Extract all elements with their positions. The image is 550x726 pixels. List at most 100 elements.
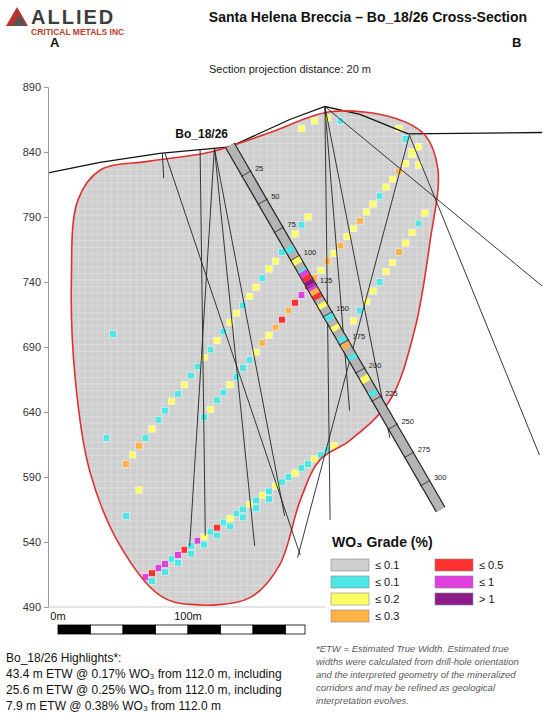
grade-cell: [246, 357, 253, 364]
grade-cell: [155, 565, 162, 572]
grade-cell: [188, 543, 195, 550]
legend-title: WO₃ Grade (%): [332, 534, 433, 550]
grade-cell: [214, 532, 221, 539]
depth-tick: [388, 424, 398, 430]
grade-cell: [227, 523, 234, 530]
legend-label: > 1: [479, 593, 495, 605]
grade-cell: [123, 461, 130, 468]
grade-cell: [188, 550, 195, 557]
grade-cell: [279, 316, 286, 323]
block-cells: [103, 115, 428, 590]
grade-cell: [422, 210, 429, 217]
grade-cell: [370, 201, 377, 208]
main-hole-band: [230, 146, 441, 510]
grade-cell: [194, 537, 201, 544]
grade-cell: [402, 160, 409, 167]
drill-hole: [409, 135, 539, 455]
grade-cell: [253, 284, 260, 291]
depth-label: 300: [434, 473, 447, 482]
logo: ALLIEDCRITICAL METALS INC: [6, 6, 124, 37]
grade-cell: [318, 267, 325, 274]
footnote-line: interpretation evolves.: [316, 695, 409, 706]
y-tick: 690: [23, 341, 48, 353]
grade-cell: [253, 497, 260, 504]
legend-label: ≤ 0.2: [375, 593, 399, 605]
depth-label: 125: [320, 276, 333, 285]
assay-interval: [321, 303, 324, 308]
depth-tick: [274, 227, 284, 233]
scale-bar-segment: [156, 625, 189, 634]
y-tick-mark: [44, 412, 48, 413]
grade-cell: [311, 118, 318, 125]
section-end: B: [512, 35, 521, 50]
grade-cell: [207, 528, 214, 535]
grade-cell: [214, 524, 221, 531]
assay-interval: [306, 276, 309, 281]
legend-swatch: [435, 559, 473, 571]
grade-cell: [272, 258, 279, 265]
logo-tagline: CRITICAL METALS INC: [31, 27, 124, 37]
y-tick-label: 690: [23, 341, 41, 353]
grade-cell: [272, 324, 279, 331]
depth-label: 175: [353, 332, 366, 341]
grade-cell: [324, 258, 331, 265]
y-tick-label: 890: [23, 81, 41, 93]
depth-label: 25: [255, 164, 263, 173]
grade-cell: [350, 318, 357, 325]
topography: [48, 107, 542, 173]
assay-interval: [313, 290, 316, 295]
footnote-line: widths were calculated from drill-hole o…: [316, 656, 519, 667]
y-axis-line: [44, 88, 49, 608]
grade-cell: [285, 307, 292, 314]
depth-label: 100: [304, 248, 317, 257]
drill-hole: [325, 107, 350, 411]
y-tick-mark: [44, 477, 48, 478]
scale-bar-label: 0m: [50, 610, 65, 622]
assay-interval: [316, 294, 319, 299]
y-tick-label: 790: [23, 211, 41, 223]
grade-cell: [175, 552, 182, 559]
grade-cell: [246, 501, 253, 508]
legend-swatch: [331, 576, 369, 588]
y-tick-mark: [44, 152, 48, 153]
depth-label: 50: [271, 192, 279, 201]
assay-interval: [351, 355, 354, 360]
grade-cell: [149, 426, 156, 433]
main-hole-outline: [230, 146, 441, 510]
grade-cell: [123, 513, 130, 520]
grade-cell: [214, 337, 221, 344]
logo-icon: [6, 7, 28, 26]
scale-bar-segment: [221, 625, 254, 634]
drill-hole: [214, 148, 284, 516]
grade-cell: [259, 275, 266, 282]
legend: WO₃ Grade (%)≤ 0.1≤ 0.1≤ 0.2≤ 0.3≤ 0.5≤ …: [325, 527, 543, 628]
grade-cell: [207, 406, 214, 413]
grade-cell: [181, 381, 188, 388]
grade-cell: [227, 381, 234, 388]
y-tick: 490: [23, 601, 48, 613]
grade-cell: [240, 365, 247, 372]
hole-label: Bo_18/26: [175, 127, 228, 141]
legend-label: ≤ 1: [479, 576, 494, 588]
assay-interval: [334, 326, 337, 331]
highlights: Bo_18/26 Highlights*:43.4 m ETW @ 0.17% …: [6, 651, 282, 713]
assay-interval: [328, 314, 331, 320]
footnote-line: and the interpreted geometry of the mine…: [316, 669, 516, 680]
grade-cell: [181, 547, 188, 554]
grade-cell: [298, 292, 305, 299]
grade-cell: [168, 556, 175, 563]
grade-cell: [266, 266, 273, 273]
grade-cell: [402, 240, 409, 247]
depth-tick: [355, 368, 365, 374]
scale-bar-segment: [123, 625, 156, 634]
drill-hole: [190, 148, 215, 546]
grade-cell: [279, 479, 286, 486]
assay-interval: [289, 247, 292, 253]
grade-cell: [409, 229, 416, 236]
grade-cell: [246, 293, 253, 300]
grade-cell: [298, 222, 305, 229]
y-tick: 590: [23, 471, 48, 483]
grade-cell: [129, 583, 136, 590]
y-tick-mark: [44, 607, 48, 608]
legend-box: [325, 527, 543, 628]
